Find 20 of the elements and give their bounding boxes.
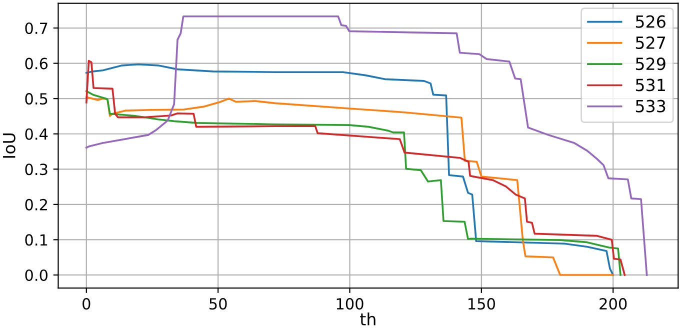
- x-tick-label: 0: [82, 298, 90, 310]
- y-tick-label: 0.2: [25, 198, 47, 210]
- legend-label: 529: [636, 58, 666, 70]
- y-tick-label: 0.4: [25, 128, 48, 140]
- legend-label: 531: [636, 78, 665, 92]
- y-tick-label: 0.0: [25, 269, 48, 282]
- x-tick-label: 50: [210, 298, 227, 310]
- x-tick-label: 150: [468, 298, 495, 310]
- y-tick-label: 0.3: [25, 164, 48, 176]
- y-tick-label: 0.7: [25, 22, 48, 34]
- x-tick-label: 100: [336, 298, 364, 310]
- x-tick-label: 200: [600, 298, 627, 310]
- y-tick-label: 0.5: [25, 93, 48, 105]
- legend-label: 533: [636, 100, 666, 112]
- y-tick-label: 0.1: [25, 234, 48, 246]
- legend-label: 527: [636, 36, 666, 50]
- legend-label: 526: [636, 15, 666, 28]
- y-tick-label: 0.6: [25, 58, 48, 70]
- x-axis-title: th: [360, 312, 376, 326]
- y-axis-title: IoU: [3, 133, 16, 158]
